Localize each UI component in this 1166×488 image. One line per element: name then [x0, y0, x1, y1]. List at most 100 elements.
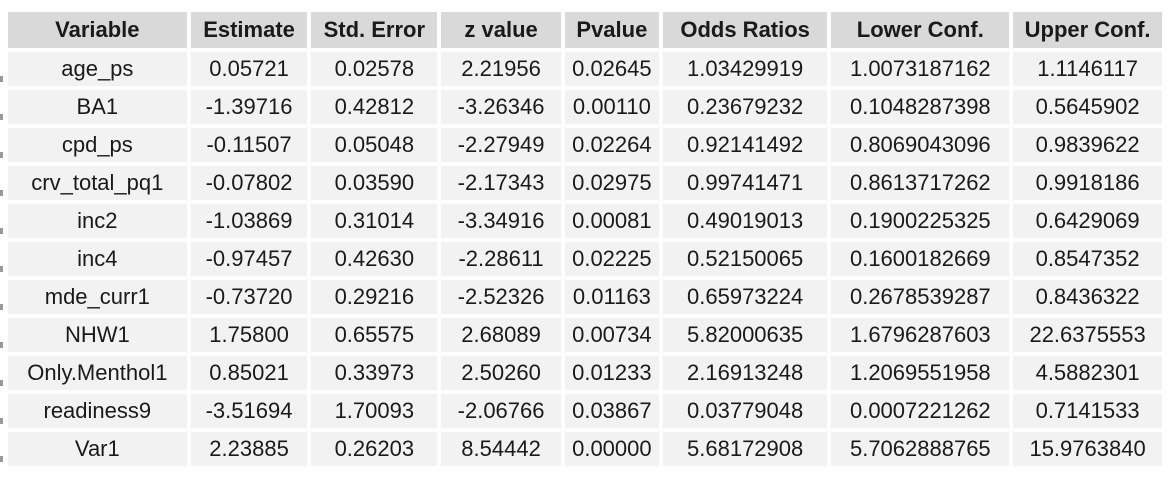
cell-estimate: -0.73720 — [190, 280, 308, 314]
cell-odds-ratio: 0.23679232 — [662, 90, 828, 124]
left-edge-mark — [0, 190, 3, 196]
cell-odds-ratio: 1.03429919 — [662, 52, 828, 86]
table-row: Var1 2.23885 0.26203 8.54442 0.00000 5.681729… — [8, 432, 1162, 466]
cell-pvalue: 0.01233 — [564, 356, 659, 390]
cell-odds-ratio: 0.49019013 — [662, 204, 828, 238]
cell-z-value: -2.28611 — [441, 242, 561, 276]
cell-variable: BA1 — [8, 90, 187, 124]
cell-estimate: -1.03869 — [190, 204, 308, 238]
left-edge-mark — [0, 266, 3, 272]
cell-estimate: 2.23885 — [190, 432, 308, 466]
cell-odds-ratio: 0.92141492 — [662, 128, 828, 162]
left-edge-mark — [0, 380, 3, 386]
cell-upper-conf: 0.9918186 — [1013, 166, 1162, 200]
cell-pvalue: 0.02225 — [564, 242, 659, 276]
cell-odds-ratio: 0.65973224 — [662, 280, 828, 314]
table-row: crv_total_pq1 -0.07802 0.03590 -2.17343 0.02… — [8, 166, 1162, 200]
header-row: Variable Estimate Std. Error z value Pva… — [8, 12, 1162, 48]
table-row: readiness9 -3.51694 1.70093 -2.06766 0.03867… — [8, 394, 1162, 428]
cell-upper-conf: 0.8547352 — [1013, 242, 1162, 276]
cell-pvalue: 0.00734 — [564, 318, 659, 352]
cell-lower-conf: 0.2678539287 — [831, 280, 1010, 314]
header-lower-conf: Lower Conf. — [831, 12, 1010, 48]
cell-std-error: 0.02578 — [311, 52, 438, 86]
cell-z-value: -2.06766 — [441, 394, 561, 428]
cell-lower-conf: 0.0007221262 — [831, 394, 1010, 428]
table-row: inc2 -1.03869 0.31014 -3.34916 0.00081 0.4901… — [8, 204, 1162, 238]
cell-pvalue: 0.00081 — [564, 204, 659, 238]
cell-odds-ratio: 0.99741471 — [662, 166, 828, 200]
cell-std-error: 1.70093 — [311, 394, 438, 428]
cell-z-value: -3.34916 — [441, 204, 561, 238]
cell-std-error: 0.42630 — [311, 242, 438, 276]
cell-upper-conf: 15.9763840 — [1013, 432, 1162, 466]
cell-z-value: -3.26346 — [441, 90, 561, 124]
left-edge-mark — [0, 114, 3, 120]
header-upper-conf: Upper Conf. — [1013, 12, 1162, 48]
cell-upper-conf: 0.8436322 — [1013, 280, 1162, 314]
table-header: Variable Estimate Std. Error z value Pva… — [8, 12, 1162, 48]
cell-upper-conf: 0.7141533 — [1013, 394, 1162, 428]
cell-estimate: -1.39716 — [190, 90, 308, 124]
header-pvalue: Pvalue — [564, 12, 659, 48]
cell-lower-conf: 0.8613717262 — [831, 166, 1010, 200]
cell-variable: crv_total_pq1 — [8, 166, 187, 200]
cell-odds-ratio: 0.52150065 — [662, 242, 828, 276]
header-estimate: Estimate — [190, 12, 308, 48]
cell-estimate: -0.97457 — [190, 242, 308, 276]
cell-variable: age_ps — [8, 52, 187, 86]
left-edge-mark — [0, 228, 3, 234]
cell-std-error: 0.31014 — [311, 204, 438, 238]
cell-variable: cpd_ps — [8, 128, 187, 162]
left-edge-mark — [0, 76, 3, 82]
cell-odds-ratio: 0.03779048 — [662, 394, 828, 428]
cell-upper-conf: 22.6375553 — [1013, 318, 1162, 352]
cell-pvalue: 0.00000 — [564, 432, 659, 466]
cell-variable: inc2 — [8, 204, 187, 238]
header-std-error: Std. Error — [311, 12, 438, 48]
cell-pvalue: 0.02975 — [564, 166, 659, 200]
cell-estimate: -0.07802 — [190, 166, 308, 200]
cell-variable: Only.Menthol1 — [8, 356, 187, 390]
cell-z-value: 2.21956 — [441, 52, 561, 86]
cell-upper-conf: 0.9839622 — [1013, 128, 1162, 162]
header-odds-ratios: Odds Ratios — [662, 12, 828, 48]
cell-std-error: 0.33973 — [311, 356, 438, 390]
cell-std-error: 0.26203 — [311, 432, 438, 466]
table-row: age_ps 0.05721 0.02578 2.21956 0.02645 1.0342… — [8, 52, 1162, 86]
regression-results-table: Variable Estimate Std. Error z value Pva… — [4, 8, 1166, 470]
header-variable: Variable — [8, 12, 187, 48]
cell-variable: readiness9 — [8, 394, 187, 428]
cell-pvalue: 0.00110 — [564, 90, 659, 124]
left-edge-mark — [0, 304, 3, 310]
left-edge-mark — [0, 342, 3, 348]
cell-estimate: 0.05721 — [190, 52, 308, 86]
cell-z-value: 2.50260 — [441, 356, 561, 390]
table-body: age_ps 0.05721 0.02578 2.21956 0.02645 1.0342… — [8, 52, 1162, 466]
cell-upper-conf: 4.5882301 — [1013, 356, 1162, 390]
cell-std-error: 0.29216 — [311, 280, 438, 314]
cell-lower-conf: 0.1900225325 — [831, 204, 1010, 238]
cell-lower-conf: 0.1600182669 — [831, 242, 1010, 276]
table-row: inc4 -0.97457 0.42630 -2.28611 0.02225 0.5215… — [8, 242, 1162, 276]
table-row: BA1 -1.39716 0.42812 -3.26346 0.00110 0.23679… — [8, 90, 1162, 124]
table-row: mde_curr1 -0.73720 0.29216 -2.52326 0.01163 0… — [8, 280, 1162, 314]
cell-z-value: -2.27949 — [441, 128, 561, 162]
cell-lower-conf: 1.0073187162 — [831, 52, 1010, 86]
table-row: Only.Menthol1 0.85021 0.33973 2.50260 0.0123… — [8, 356, 1162, 390]
table-row: NHW1 1.75800 0.65575 2.68089 0.00734 5.820006… — [8, 318, 1162, 352]
cell-odds-ratio: 2.16913248 — [662, 356, 828, 390]
cell-z-value: -2.17343 — [441, 166, 561, 200]
cell-upper-conf: 1.1146117 — [1013, 52, 1162, 86]
cell-lower-conf: 0.1048287398 — [831, 90, 1010, 124]
left-edge-mark — [0, 456, 3, 462]
cell-odds-ratio: 5.68172908 — [662, 432, 828, 466]
left-edge-mark — [0, 418, 3, 424]
cell-odds-ratio: 5.82000635 — [662, 318, 828, 352]
cell-variable: Var1 — [8, 432, 187, 466]
cell-variable: inc4 — [8, 242, 187, 276]
left-edge-mark — [0, 152, 3, 158]
cell-z-value: 2.68089 — [441, 318, 561, 352]
cell-pvalue: 0.03867 — [564, 394, 659, 428]
cell-std-error: 0.03590 — [311, 166, 438, 200]
